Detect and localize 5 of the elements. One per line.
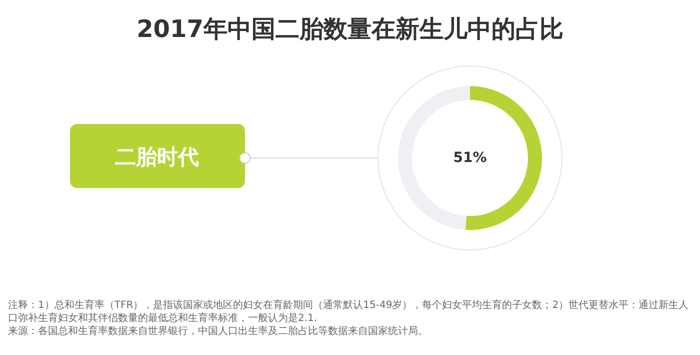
chart-title: 2017年中国二胎数量在新生儿中的占比 bbox=[136, 15, 564, 43]
text: 注释：1）总和生育率（TFR），是指该国家或地区的妇女在育龄期间（通常默认15-49岁），每个妇女平均生育的子女数；2）世代更替水平：通过新生人口弥补生育妇女和其伴侣数量的最低总和生育率标准，一般认为是2.1. bbox=[8, 299, 689, 324]
source-note: 来源：各国总和生育率数据来自世界银行，中国人口出生率及二胎占比等数据来自国家统计局。 bbox=[8, 325, 428, 337]
text: 二胎时代 bbox=[115, 145, 199, 169]
data-label: 51% bbox=[453, 150, 487, 166]
